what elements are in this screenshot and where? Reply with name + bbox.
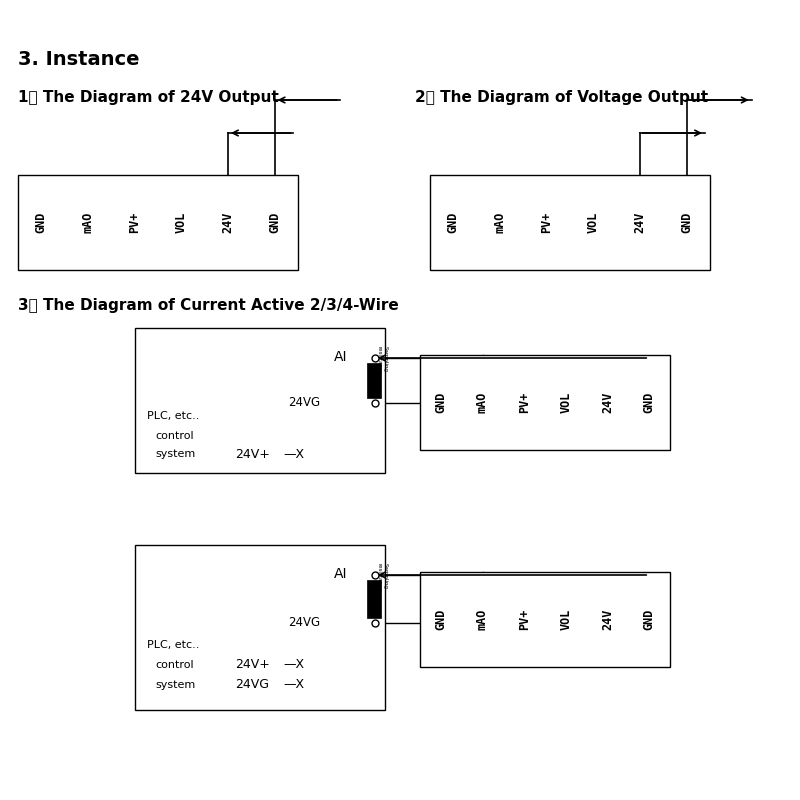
Text: 24V: 24V — [634, 212, 646, 233]
Text: PV+: PV+ — [128, 212, 141, 233]
Text: 3. Instance: 3. Instance — [18, 50, 139, 69]
Text: 3） The Diagram of Current Active 2/3/4-Wire: 3） The Diagram of Current Active 2/3/4-W… — [18, 298, 398, 313]
Text: —X: —X — [283, 678, 304, 691]
Text: AI: AI — [334, 567, 347, 581]
Text: PLC, etc..: PLC, etc.. — [147, 411, 199, 421]
Text: mAO: mAO — [82, 212, 94, 233]
Text: GND: GND — [642, 392, 656, 413]
Text: mAO: mAO — [476, 609, 489, 630]
Text: PV+: PV+ — [540, 212, 553, 233]
Text: Sampling
resistance: Sampling resistance — [377, 563, 387, 591]
Text: 24VG: 24VG — [235, 678, 269, 691]
Text: 24V+: 24V+ — [235, 658, 270, 671]
Text: 24VG: 24VG — [288, 397, 320, 410]
Bar — [135, 328, 385, 473]
Text: GND: GND — [680, 212, 693, 233]
Text: system: system — [155, 449, 195, 459]
Bar — [367, 580, 381, 618]
Text: mAO: mAO — [476, 392, 489, 413]
Text: PLC, etc..: PLC, etc.. — [147, 640, 199, 650]
Bar — [420, 572, 670, 667]
Text: control: control — [155, 431, 194, 441]
Text: GND: GND — [642, 609, 656, 630]
Bar — [135, 545, 385, 710]
Bar — [367, 363, 381, 398]
Text: VOL: VOL — [559, 609, 572, 630]
Text: 24V: 24V — [222, 212, 234, 233]
Text: GND: GND — [434, 609, 447, 630]
Bar — [420, 355, 670, 450]
Text: PV+: PV+ — [518, 609, 530, 630]
Text: control: control — [155, 660, 194, 670]
Text: GND: GND — [447, 212, 460, 233]
Text: VOL: VOL — [175, 212, 188, 233]
Text: —X: —X — [283, 658, 304, 671]
Text: system: system — [155, 680, 195, 690]
Text: 1） The Diagram of 24V Output: 1） The Diagram of 24V Output — [18, 90, 278, 105]
Text: —X: —X — [283, 447, 304, 461]
Text: 2） The Diagram of Voltage Output: 2） The Diagram of Voltage Output — [415, 90, 708, 105]
Text: 24V+: 24V+ — [235, 447, 270, 461]
Text: 24V: 24V — [601, 609, 614, 630]
Text: PV+: PV+ — [518, 392, 530, 413]
Text: GND: GND — [434, 392, 447, 413]
Text: VOL: VOL — [559, 392, 572, 413]
Text: mAO: mAO — [494, 212, 506, 233]
Text: VOL: VOL — [587, 212, 600, 233]
Text: GND: GND — [268, 212, 281, 233]
Text: AI: AI — [334, 350, 347, 364]
Text: 24V: 24V — [601, 392, 614, 413]
Text: Sampling
resistance: Sampling resistance — [377, 346, 387, 374]
Text: 24VG: 24VG — [288, 617, 320, 630]
Text: GND: GND — [35, 212, 48, 233]
Bar — [430, 175, 710, 270]
Bar — [18, 175, 298, 270]
